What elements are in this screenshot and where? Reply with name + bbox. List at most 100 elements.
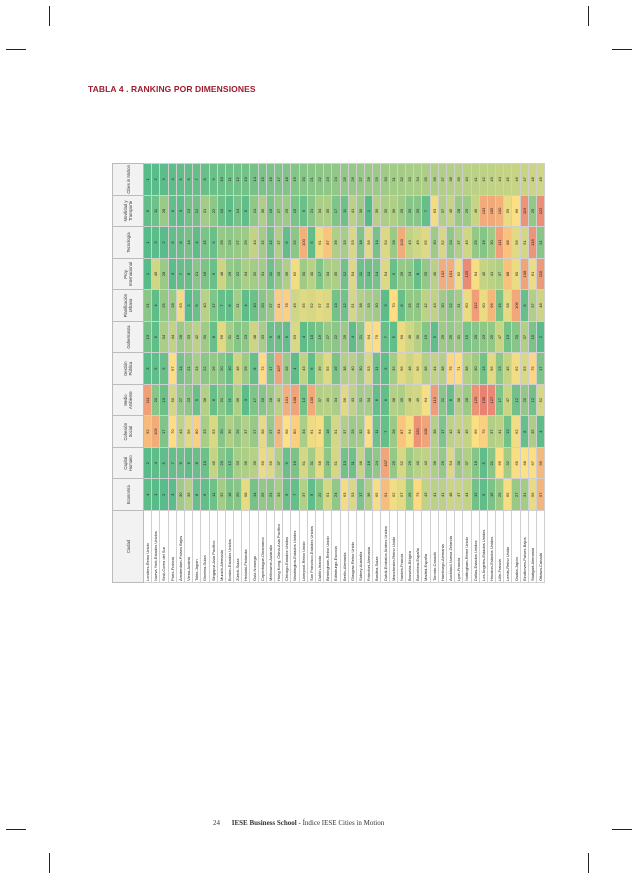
rank-cell: 9 <box>176 447 185 479</box>
rank-cell: 51 <box>348 289 357 322</box>
column-header: Economía <box>112 478 144 511</box>
column-header: Medio Ambiente <box>112 384 144 416</box>
rank-cell: 16 <box>266 195 275 227</box>
rank-cell: 29 <box>438 321 447 353</box>
rank-cell: 17 <box>331 195 340 227</box>
rank-cell: 66 <box>511 195 521 227</box>
city-name-cell: Bruselas-Bélgica <box>405 510 414 583</box>
city-name-cell: Auckland-Nueva Zelanda <box>446 510 455 583</box>
rank-cell: 31 <box>520 478 529 511</box>
table-row: Bruselas-Bélgica 26 29 64 48 48 49 25 24 43 20 33 <box>405 163 414 583</box>
rank-cell: 22 <box>200 352 209 385</box>
rank-cell: 75 <box>446 352 455 385</box>
rank-cell: 75 <box>528 352 537 385</box>
rank-cell: 54 <box>380 258 390 290</box>
rank-cell: 64 <box>315 415 324 448</box>
rank-cell: 43 <box>299 352 308 385</box>
rank-cell: 6 <box>200 478 209 511</box>
rank-cell: 26 <box>225 258 234 290</box>
rank-cell: 4 <box>151 447 160 479</box>
rank-cell: 27 <box>233 226 242 259</box>
rank-cell: 59 <box>528 478 537 511</box>
column-header: Ciudad <box>112 510 144 583</box>
rank-cell: 28 <box>454 195 463 227</box>
table-row: Seúl-Corea del Sur 2 5 17 10 9 34 25 28 2 28 3 <box>159 163 169 583</box>
rank-cell: 119 <box>520 195 529 227</box>
rank-cell: 16 <box>315 321 324 353</box>
rank-cell: 30 <box>200 321 209 353</box>
rank-cell: 23 <box>241 321 250 353</box>
rank-cell: 35 <box>528 415 537 448</box>
rank-cell: 52 <box>397 447 406 479</box>
city-name-cell: Ámsterdam-Países Bajos <box>176 510 185 583</box>
rank-cell: 71 <box>454 352 463 385</box>
rank-cell: 64 <box>471 258 480 290</box>
table-row: Berlín-Alemania 63 13 37 56 38 29 12 12 33 11 25 <box>340 163 349 583</box>
city-name-cell: Tokio-Japón <box>192 510 201 583</box>
rank-cell: 9 <box>266 321 275 353</box>
rank-cell: 11 <box>340 195 349 227</box>
rank-cell: 108 <box>520 258 529 290</box>
crop-mark <box>6 829 26 830</box>
rank-cell: 28 <box>462 384 471 416</box>
rank-cell: 33 <box>258 321 267 353</box>
rank-cell: 51 <box>536 384 545 416</box>
rank-cell: 44 <box>462 478 471 511</box>
rank-cell: 17 <box>209 289 218 322</box>
rank-cell: 13 <box>503 321 512 353</box>
rank-cell: 81 <box>274 289 283 322</box>
rank-cell: 13 <box>241 163 250 196</box>
rank-cell: 49 <box>536 163 545 196</box>
rank-cell: 23 <box>225 226 234 259</box>
rank-cell: 64 <box>364 321 373 353</box>
city-name-cell: Dallas-Estados Unidos <box>471 510 480 583</box>
rank-cell: 8 <box>249 352 259 385</box>
column-header: Cohesión Social <box>112 415 144 448</box>
rank-cell: 30 <box>176 478 185 511</box>
rank-cell: 38 <box>421 352 431 385</box>
rank-cell: 6 <box>143 195 152 227</box>
rank-cell: 115 <box>536 258 545 290</box>
rank-cell: 5 <box>176 163 185 196</box>
city-name-cell: Stuttgart-Alemania <box>528 510 537 583</box>
rank-cell: 7 <box>217 289 226 322</box>
rank-cell: 1 <box>364 195 373 227</box>
city-name-cell: Helsinki-Finlandia <box>241 510 250 583</box>
rank-cell: 34 <box>315 195 324 227</box>
rank-cell: 31 <box>258 258 267 290</box>
rank-cell: 24 <box>249 195 259 227</box>
rank-cell: 53 <box>209 415 218 448</box>
city-name-cell: Lille-Francia <box>495 510 504 583</box>
rank-cell: 49 <box>151 258 160 290</box>
rank-cell: 37 <box>454 226 463 259</box>
city-name-cell: Chicago-Estados Unidos <box>282 510 291 583</box>
rank-cell: 51 <box>520 226 529 259</box>
rank-cell: 15 <box>462 321 471 353</box>
rank-cell: 10 <box>307 321 316 353</box>
rank-cell: 43 <box>421 478 431 511</box>
rank-cell: 24 <box>446 226 455 259</box>
rank-cell: 24 <box>331 478 340 511</box>
rank-cell: 34 <box>331 384 340 416</box>
city-name-cell: Londres-Reino Unido <box>143 510 152 583</box>
rank-cell: 4 <box>290 352 300 385</box>
rank-cell: 52 <box>307 289 316 322</box>
rank-cell: 7 <box>380 321 390 353</box>
rank-cell: 12 <box>471 478 480 511</box>
rank-cell: 14 <box>249 163 259 196</box>
rank-cell: 20 <box>258 289 267 322</box>
rank-cell: 58 <box>258 415 267 448</box>
rank-cell: 60 <box>479 289 488 322</box>
rank-cell: 23 <box>184 384 193 416</box>
rank-cell: 39 <box>249 447 259 479</box>
rank-cell: 17 <box>536 352 545 385</box>
rank-cell: 9 <box>209 258 218 290</box>
table-row: Londres-Reino Unido 4 2 92 111 3 13 21 1 1 6 1 <box>143 163 152 583</box>
rank-cell: 8 <box>184 258 193 290</box>
rank-cell: 14 <box>233 195 242 227</box>
rank-cell: 9 <box>192 289 201 322</box>
rank-cell: 32 <box>389 352 398 385</box>
rank-cell: 28 <box>176 321 185 353</box>
rank-cell: 40 <box>307 258 316 290</box>
rank-cell: 3 <box>151 226 160 259</box>
